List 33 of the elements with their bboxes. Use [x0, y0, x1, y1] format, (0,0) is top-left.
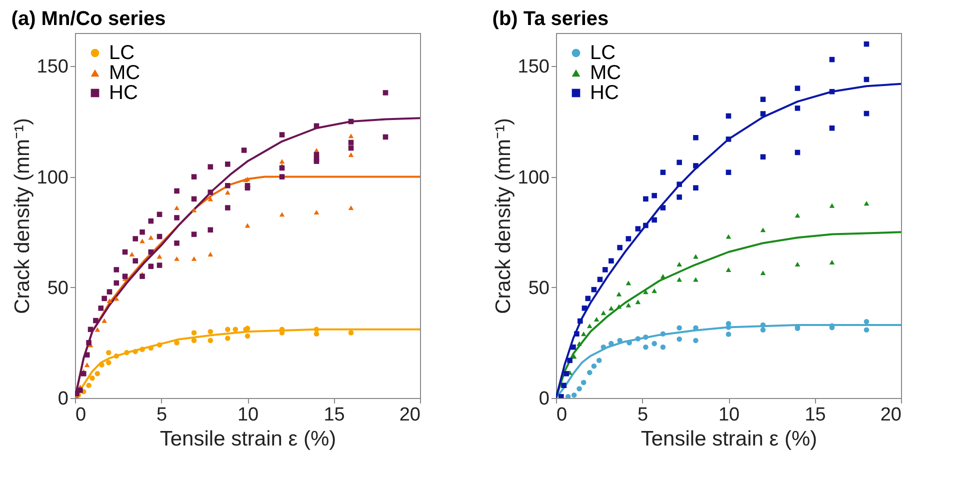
y-tick-label: 100 [518, 167, 550, 188]
x-tick-label: 15 [804, 404, 826, 426]
x-tick-label: 5 [637, 404, 648, 426]
x-tick-label: 5 [156, 404, 168, 426]
y-tick-label: 150 [36, 56, 68, 78]
x-tick-label: 10 [718, 404, 740, 426]
x-tick-label: 0 [556, 404, 568, 426]
legend-label: LC [590, 42, 616, 64]
line-series [556, 231, 901, 398]
chart-title: (b) Ta series [492, 8, 609, 30]
x-axis-title: Tensile strain ε (%) [640, 428, 818, 450]
line-series [556, 82, 901, 398]
line-series [75, 117, 420, 398]
y-tick-label: 100 [36, 167, 68, 188]
y-tick-label: 50 [47, 278, 68, 299]
legend-label: MC [590, 62, 622, 84]
x-tick-label: 10 [237, 404, 259, 426]
legend-label: LC [109, 42, 135, 64]
legend-label: HC [590, 82, 619, 104]
y-tick-label: 0 [538, 388, 550, 410]
x-tick-label: 0 [76, 404, 86, 426]
x-tick-label: 15 [324, 404, 345, 426]
legend-label: MC [109, 62, 140, 84]
x-tick-label: 20 [399, 404, 420, 426]
y-tick-label: 150 [518, 56, 550, 78]
chart-title: (a) Mn/Co series [11, 8, 166, 30]
x-axis-title: Tensile strain ε (%) [160, 428, 336, 450]
y-axis-title: Crack density (mm⁻¹) [492, 118, 515, 314]
y-tick-label: 50 [528, 278, 550, 299]
y-axis-title: Crack density (mm⁻¹) [10, 118, 34, 314]
y-tick-label: 0 [58, 388, 68, 410]
x-tick-label: 20 [880, 404, 902, 426]
legend-label: HC [109, 82, 138, 104]
